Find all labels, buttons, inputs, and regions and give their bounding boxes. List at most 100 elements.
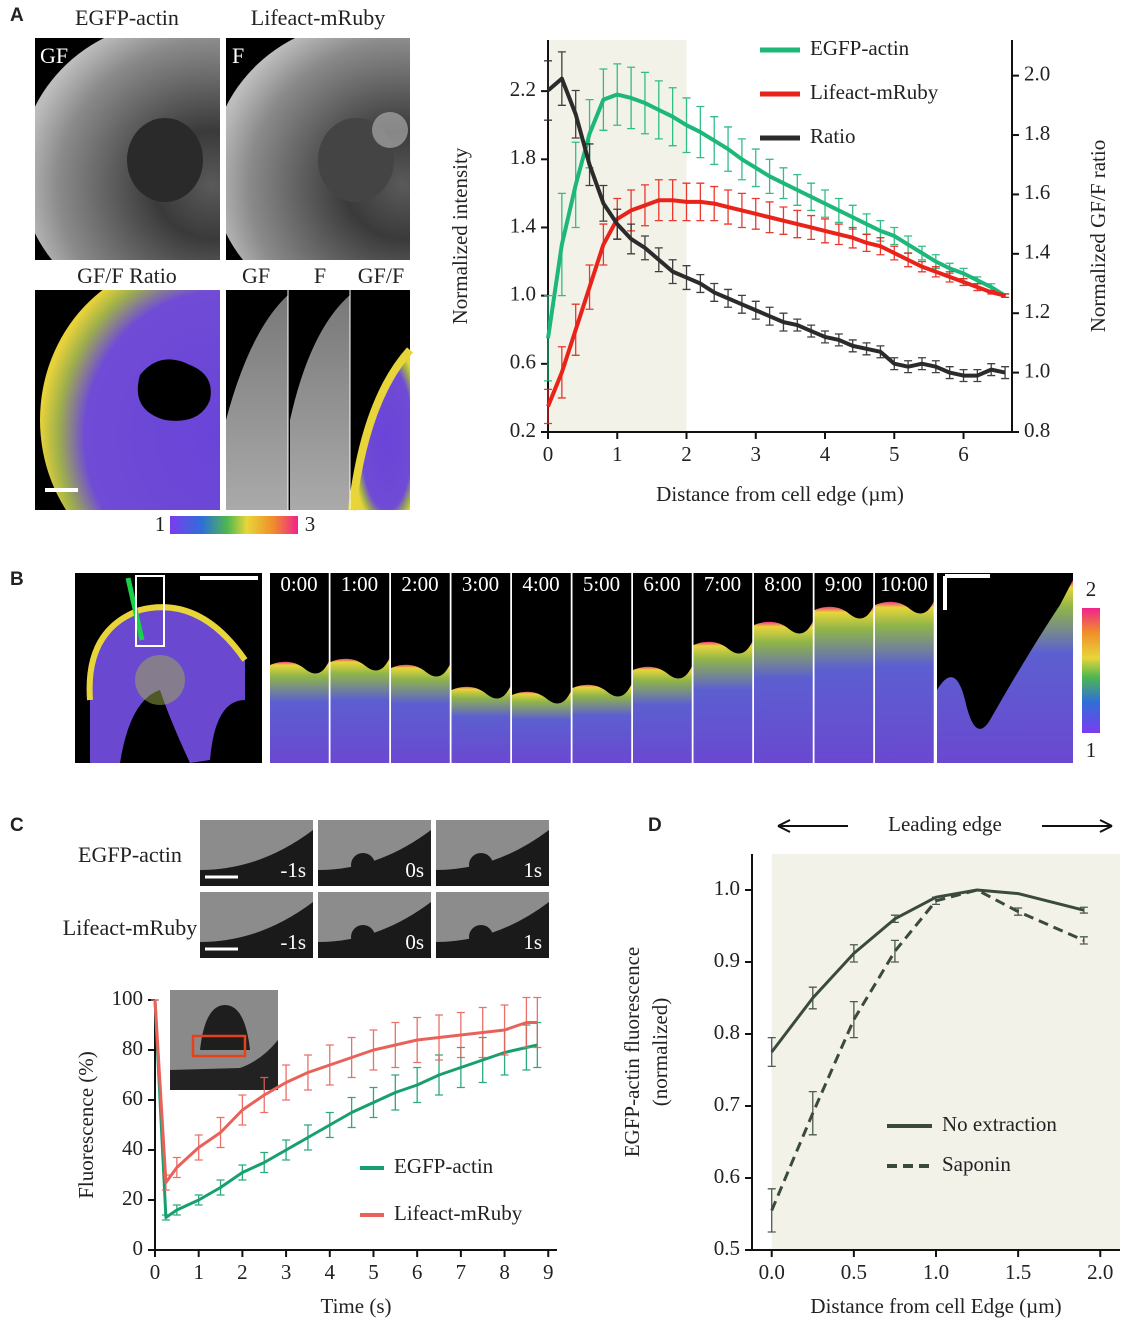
y-tick-label: 0.6 [510,350,536,374]
y-tick-label: 2.2 [510,77,536,101]
micrograph-series: -1s 0s 1s -1s 0s 1s [200,820,549,958]
legend-label: Ratio [810,124,856,148]
colorbar-label: 1 [155,512,166,536]
error-bar [1079,906,1088,914]
time-label: 0s [405,858,424,882]
x-tick-label: 7 [456,1260,467,1284]
time-label: 6:00 [643,572,680,596]
ratio-image [75,573,262,763]
tile-shadow [436,830,549,886]
y-tick-label: 80 [122,1036,143,1060]
y-tick-label: 60 [122,1086,143,1110]
strip-cell [572,684,632,763]
x-axis-label: Distance from cell Edge (µm) [810,1294,1061,1318]
time-label: 8:00 [764,572,801,596]
x-tick-label: 5 [889,442,900,466]
y-tick-label: 1.0 [714,876,740,900]
error-bar [1079,936,1088,945]
time-label: 7:00 [704,572,741,596]
y-tick-label: 0.7 [714,1092,740,1116]
series-line [770,888,1085,1053]
panel-label: A [10,5,24,26]
y-tick-label: 1.4 [510,213,537,237]
y2-tick-label: 0.8 [1024,418,1050,442]
x-tick-label: 1 [612,442,623,466]
y2-axis-label: Normalized GF/F ratio [1086,140,1110,332]
image-label: GF [40,43,68,68]
image-title: EGFP-actin [75,5,179,30]
time-label: -1s [280,930,306,954]
x-axis-label: Distance from cell edge (µm) [656,482,904,506]
tile-hole [351,853,375,877]
y-axis-label: Fluorescence (%) [74,1051,98,1199]
series-line [546,76,1006,378]
tile-hole [469,853,493,877]
y-tick-label: 0.5 [714,1236,740,1260]
series-line [153,999,538,1219]
x-tick-label: 6 [958,442,969,466]
row-label: EGFP-actin [78,842,182,867]
y2-tick-label: 2.0 [1024,61,1050,85]
y2-tick-label: 1.4 [1024,240,1051,264]
legend-label: No extraction [942,1112,1057,1136]
strip-cell [814,606,874,763]
kymograph [937,573,1073,763]
strip-cell [633,666,692,763]
time-label: 1s [523,858,542,882]
legend-label: EGFP-actin [810,36,910,60]
highlight-band [771,854,1120,1250]
y-tick-label: 0 [133,1236,144,1260]
strip-cell [330,658,390,763]
colorbar-label: 1 [1086,738,1097,762]
panel-label: C [10,815,24,836]
time-label: -1s [280,858,306,882]
error-bar [767,1188,776,1233]
tile-shadow [318,902,431,958]
y2-tick-label: 1.6 [1024,180,1050,204]
colorbar [170,516,298,534]
inset-image [170,990,278,1090]
x-tick-label: 3 [751,442,762,466]
y2-tick-label: 1.0 [1024,358,1050,382]
colorbar [1082,608,1100,733]
colorbar-label: 2 [1086,577,1097,601]
image-title: Lifeact-mRuby [251,5,385,30]
strip-cell [875,601,934,763]
x-tick-label: 2 [237,1260,248,1284]
time-label: 1:00 [341,572,378,596]
y-tick-label: 20 [122,1186,143,1210]
x-tick-label: 4 [325,1260,336,1284]
time-label: 5:00 [583,572,620,596]
strip-cell [693,641,753,763]
kymograph [226,290,413,511]
y-tick-label: 100 [112,986,144,1010]
x-tick-label: 6 [412,1260,423,1284]
tile-shadow [200,902,313,958]
time-label: 4:00 [522,572,559,596]
y-tick-label: 0.8 [714,1020,740,1044]
annotation-arrows [777,819,1113,833]
panel-label: B [10,569,24,590]
x-tick-label: 2.0 [1087,1260,1113,1284]
strip-cell [512,691,571,763]
y-tick-label: 0.9 [714,948,740,972]
time-label: 3:00 [462,572,499,596]
x-axis-label: Time (s) [321,1294,392,1318]
image-label: F [232,43,244,68]
strip-cell [754,621,813,763]
error-bar [890,939,899,963]
time-label: 2:00 [401,572,438,596]
series-line [153,999,538,1184]
x-tick-label: 0.5 [841,1260,867,1284]
series-line [770,888,1085,1211]
y-tick-label: 40 [122,1136,143,1160]
series-line [546,92,1007,339]
y-tick-label: 0.6 [714,1164,740,1188]
x-tick-label: 8 [499,1260,510,1284]
y-tick-label: 1.8 [510,145,536,169]
tile-shadow [200,830,313,886]
time-series: 0:00 1:00 2:00 3:00 4:00 5:00 6:00 7:00 8:00 9:00… [270,572,936,763]
tile-shadow [318,830,431,886]
colorbar-label: 3 [305,512,316,536]
